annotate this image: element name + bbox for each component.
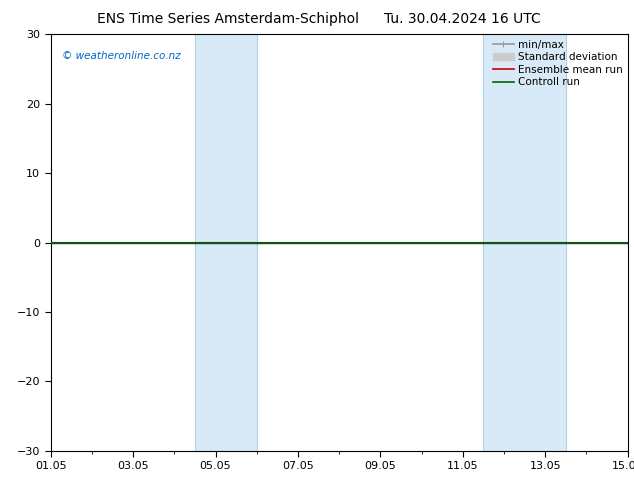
Bar bbox=[483, 34, 566, 451]
Text: ENS Time Series Amsterdam-Schiphol: ENS Time Series Amsterdam-Schiphol bbox=[97, 12, 359, 26]
Legend: min/max, Standard deviation, Ensemble mean run, Controll run: min/max, Standard deviation, Ensemble me… bbox=[493, 40, 623, 87]
Bar bbox=[195, 34, 257, 451]
Text: Tu. 30.04.2024 16 UTC: Tu. 30.04.2024 16 UTC bbox=[384, 12, 541, 26]
Text: © weatheronline.co.nz: © weatheronline.co.nz bbox=[62, 51, 181, 61]
